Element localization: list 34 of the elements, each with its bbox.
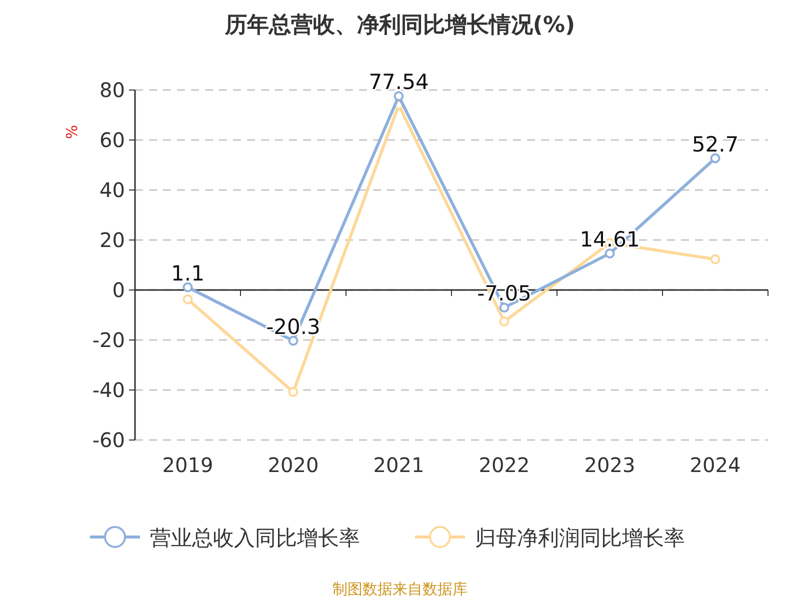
point <box>710 254 720 264</box>
point <box>288 336 298 346</box>
x-tick-label: 2020 <box>268 453 319 477</box>
x-tick-label: 2022 <box>478 453 530 477</box>
x-tick-label: 2023 <box>584 453 636 477</box>
y-tick-label: 80 <box>100 78 125 102</box>
y-tick-label: -60 <box>92 428 125 452</box>
point <box>604 248 615 258</box>
x-tick-label: 2024 <box>690 453 741 477</box>
y-tick-label: 20 <box>100 228 125 252</box>
point <box>182 294 193 304</box>
x-tick-label: 2019 <box>162 453 214 477</box>
y-tick-label: -40 <box>92 378 125 402</box>
point <box>499 302 510 313</box>
data-label: 52.7 <box>692 132 739 156</box>
legend-label: 归母净利润同比增长率 <box>475 526 685 550</box>
text: 制图数据来自数据库 <box>332 580 468 598</box>
y-tick-label: 40 <box>100 178 125 202</box>
data-label: 14.61 <box>580 227 640 252</box>
point <box>710 153 720 164</box>
data-label: 1.1 <box>171 261 204 286</box>
data-label: 77.54 <box>368 70 429 94</box>
x-tick-label: 2021 <box>373 453 424 477</box>
legend-label: 营业总收入同比增长率 <box>150 526 360 550</box>
point <box>394 91 404 102</box>
y-tick-label: 0 <box>112 278 125 302</box>
y-axis-title: % <box>63 124 81 140</box>
point <box>182 282 193 292</box>
chart-title: 历年总营收、净利同比增长情况(%) <box>224 13 576 38</box>
y-tick-label: -20 <box>92 328 125 352</box>
point <box>288 387 298 397</box>
point <box>499 316 510 326</box>
y-tick-label: 60 <box>100 128 125 152</box>
data-label: -20.3 <box>266 314 320 339</box>
